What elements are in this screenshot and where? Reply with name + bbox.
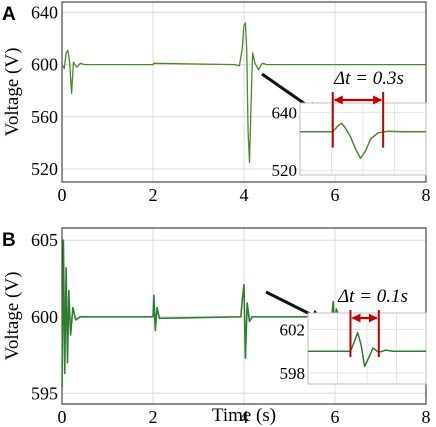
inset-series-line bbox=[300, 122, 426, 159]
series-line-0 bbox=[61, 239, 426, 388]
x-tick-label-8: 8 bbox=[422, 185, 431, 205]
inset-series-line bbox=[308, 331, 426, 368]
y-tick-label-595: 595 bbox=[31, 383, 58, 403]
x-tick-label-0: 0 bbox=[58, 185, 67, 205]
panel-A: 0 2 4 6 8 520 560 600 640 Voltage (V) A 520 640 Δt = … bbox=[2, 1, 431, 205]
y-tick-label-600: 600 bbox=[31, 55, 58, 75]
y-axis-label: Voltage (V) bbox=[2, 48, 23, 137]
x-tick-label-8: 8 bbox=[422, 407, 431, 427]
x-axis-label: Time (s) bbox=[212, 405, 276, 426]
x-tick-label-4: 4 bbox=[240, 407, 249, 427]
x-tick-label-4: 4 bbox=[240, 185, 249, 205]
y-tick-label-600: 600 bbox=[31, 307, 58, 327]
y-tick-label-520: 520 bbox=[31, 159, 58, 179]
panel-B: 0 2 4 6 8 595 600 605 Voltage (V) Time (s) B 598 602… bbox=[2, 227, 431, 427]
inset: 598 602 bbox=[280, 310, 427, 385]
inset-y-tick-label-602: 602 bbox=[280, 320, 306, 339]
panel-letter: B bbox=[2, 230, 16, 251]
duration-annotation: Δt = 0.1s bbox=[337, 286, 408, 307]
y-tick-label-560: 560 bbox=[31, 107, 58, 127]
y-tick-label-640: 640 bbox=[31, 2, 58, 22]
x-tick-label-2: 2 bbox=[149, 407, 158, 427]
series-line-0 bbox=[61, 22, 426, 164]
inset: 520 640 bbox=[272, 92, 427, 180]
inset-y-tick-label-640: 640 bbox=[272, 104, 298, 123]
x-tick-label-0: 0 bbox=[58, 407, 67, 427]
x-tick-label-2: 2 bbox=[149, 185, 158, 205]
plot-frame bbox=[61, 1, 427, 183]
inset-y-tick-label-520: 520 bbox=[272, 161, 298, 180]
x-tick-label-6: 6 bbox=[331, 407, 340, 427]
duration-annotation: Δt = 0.3s bbox=[333, 68, 404, 89]
panel-letter: A bbox=[2, 4, 16, 25]
y-axis-label: Voltage (V) bbox=[2, 272, 23, 361]
x-tick-label-6: 6 bbox=[331, 185, 340, 205]
inset-y-tick-label-598: 598 bbox=[280, 364, 306, 383]
y-tick-label-605: 605 bbox=[31, 230, 58, 250]
